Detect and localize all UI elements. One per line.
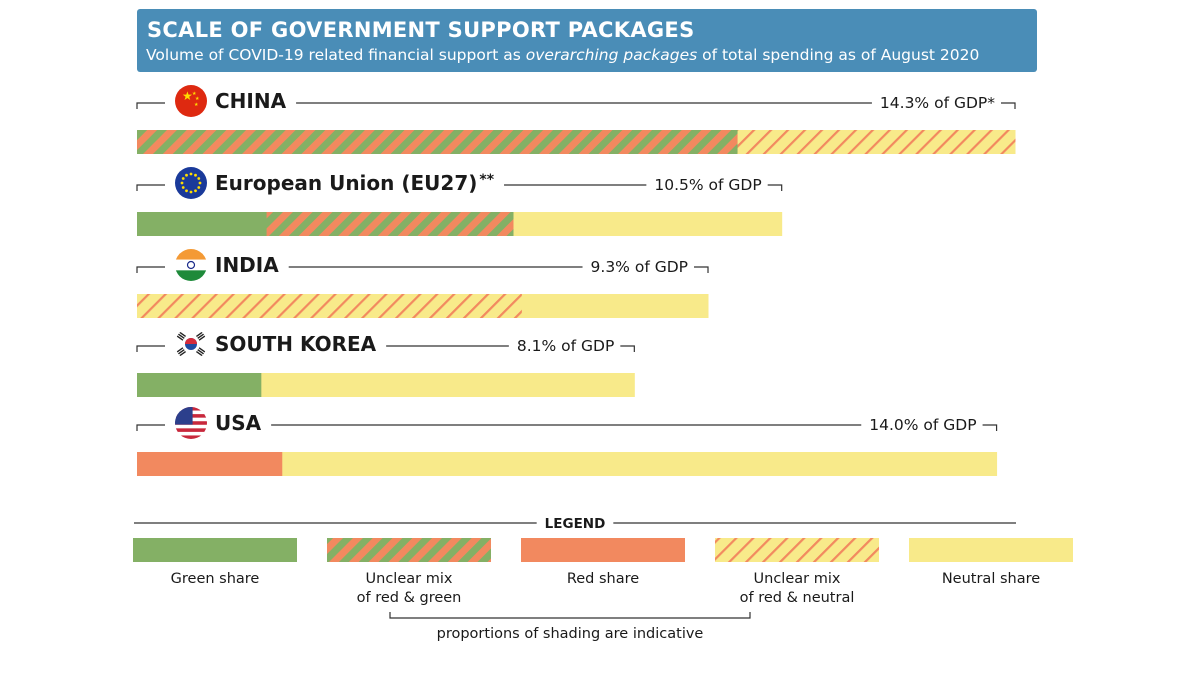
svg-text:★: ★ — [192, 91, 197, 97]
country-name: SOUTH KOREA — [215, 332, 377, 356]
chart-title: SCALE OF GOVERNMENT SUPPORT PACKAGES — [147, 18, 695, 42]
svg-text:★: ★ — [195, 96, 200, 102]
legend-item: Neutral share — [909, 538, 1073, 587]
bar-segment-neutral — [521, 294, 709, 318]
chart-subtitle: Volume of COVID-19 related financial sup… — [146, 46, 979, 64]
value-label: 14.3% of GDP* — [880, 94, 995, 112]
bracket-left — [136, 102, 165, 109]
legend-item: Green share — [133, 538, 297, 587]
subtitle-part-1: Volume of COVID-19 related financial sup… — [146, 46, 526, 64]
value-label: 14.0% of GDP — [869, 416, 976, 434]
south-korea-flag-icon — [175, 328, 207, 360]
legend-item: Unclear mix of red & green — [327, 538, 491, 606]
value-label: 9.3% of GDP — [591, 258, 688, 276]
svg-text:★: ★ — [194, 102, 199, 108]
bracket-right — [1001, 102, 1016, 109]
bar-segment-mix-red-green — [266, 212, 514, 236]
bar-segment-neutral — [282, 452, 998, 476]
legend-item: Unclear mix of red & neutral — [715, 538, 879, 606]
subtitle-part-2: of total spending as of August 2020 — [697, 46, 980, 64]
eu-flag-icon — [175, 167, 207, 199]
bracket-right — [767, 184, 783, 191]
legend-item: Red share — [521, 538, 685, 587]
legend-label: of red & neutral — [740, 590, 855, 606]
legend-title: LEGEND — [545, 516, 606, 532]
subtitle-emphasis: overarching packages — [525, 46, 698, 64]
legend-label: Red share — [567, 571, 639, 587]
bar-segment-red — [137, 452, 283, 476]
note-bracket — [389, 612, 751, 619]
legend-label: Green share — [171, 571, 260, 587]
country-name: USA — [215, 411, 262, 435]
country-row: European Union (EU27) ** 10.5% of GDP — [136, 167, 783, 236]
bracket-left — [136, 266, 165, 273]
country-name: CHINA — [215, 89, 287, 113]
bar-segment-green — [137, 212, 268, 236]
country-row: SOUTH KOREA 8.1% of GDP — [136, 328, 635, 397]
country-row: INDIA 9.3% of GDP — [136, 249, 709, 318]
country-row: ★ ★★★ CHINA 14.3% of GDP* — [136, 85, 1016, 154]
bracket-right — [982, 424, 998, 431]
footnote-marker: ** — [479, 172, 494, 188]
shading-note: proportions of shading are indicative — [437, 626, 704, 642]
bracket-right — [620, 345, 635, 352]
bar-segment-neutral — [513, 212, 783, 236]
bar-segment-green — [137, 373, 262, 397]
china-flag-icon: ★ ★★★ — [175, 85, 207, 117]
country-name: INDIA — [215, 253, 279, 277]
bracket-left — [136, 345, 165, 352]
bracket-left — [136, 184, 165, 191]
bar-segment-mix-red-neutral — [737, 130, 1016, 154]
usa-flag-icon — [175, 407, 207, 439]
india-flag-icon — [175, 249, 207, 281]
legend-swatch-green — [133, 538, 297, 562]
legend-swatch-mix-red-neutral — [715, 538, 879, 562]
bracket-right — [694, 266, 709, 273]
legend-label: of red & green — [357, 590, 462, 606]
legend-swatch-mix-red-green — [327, 538, 491, 562]
legend-label: Neutral share — [942, 571, 1040, 587]
bracket-left — [136, 424, 165, 431]
country-name: European Union (EU27) — [215, 171, 477, 195]
chart-header: SCALE OF GOVERNMENT SUPPORT PACKAGES — [137, 9, 1037, 72]
legend-label: Unclear mix — [754, 571, 841, 587]
bar-segment-mix-red-green — [137, 130, 739, 154]
bar-segment-mix-red-neutral — [137, 294, 523, 318]
svg-text:★: ★ — [182, 89, 193, 103]
bar-segment-neutral — [261, 373, 635, 397]
value-label: 8.1% of GDP — [517, 337, 614, 355]
legend-swatch-red — [521, 538, 685, 562]
legend-label: Unclear mix — [366, 571, 453, 587]
country-row: USA 14.0% of GDP — [136, 407, 998, 476]
value-label: 10.5% of GDP — [654, 176, 761, 194]
legend-swatch-neutral — [909, 538, 1073, 562]
